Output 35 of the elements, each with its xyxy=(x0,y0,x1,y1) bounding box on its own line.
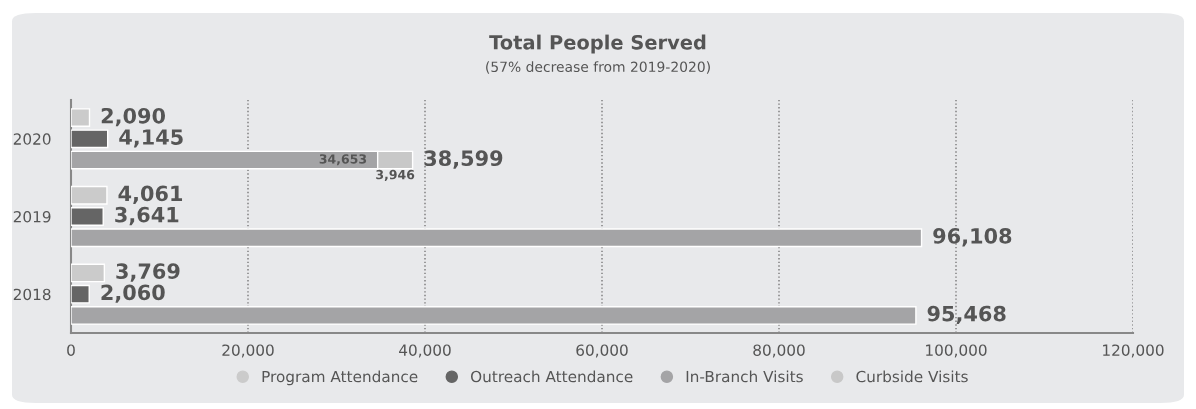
chart-subtitle: (57% decrease from 2019-2020) xyxy=(486,61,710,74)
y-tick-label: 2018 xyxy=(13,288,51,301)
legend-label: Program Attendance xyxy=(262,370,418,386)
data-label: 95,468 xyxy=(927,305,1006,325)
data-label: 34,653 xyxy=(319,154,367,166)
x-tick-label: 120,000 xyxy=(1103,344,1164,358)
data-label: 2,090 xyxy=(101,107,166,127)
annotation: 38,599 xyxy=(424,150,503,169)
legend-label: Outreach Attendance xyxy=(470,370,633,383)
data-label: 3,769 xyxy=(116,263,180,282)
legend-label: Curbside Visits xyxy=(856,370,968,383)
x-tick-label: 100,000 xyxy=(926,344,987,358)
data-label: 3,641 xyxy=(115,206,179,226)
data-label: 2,060 xyxy=(101,284,165,303)
bar xyxy=(71,305,917,325)
x-tick-label: 80,000 xyxy=(753,344,805,358)
x-tick-label: 20,000 xyxy=(222,344,274,358)
data-label: 96,108 xyxy=(933,228,1012,247)
legend-label: In-Branch Visits xyxy=(686,370,803,383)
bar xyxy=(71,207,104,226)
x-tick-label: 40,000 xyxy=(399,344,451,358)
bar xyxy=(71,129,109,149)
y-tick-label: 2020 xyxy=(13,133,51,145)
data-label: 3,946 xyxy=(376,169,415,181)
y-tick-label: 2019 xyxy=(13,210,51,223)
bar xyxy=(71,228,923,248)
x-tick-label: 0 xyxy=(67,344,75,356)
bar xyxy=(71,108,91,128)
x-tick-label: 60,000 xyxy=(576,344,628,358)
data-label: 4,061 xyxy=(118,185,183,204)
chart-title: Total People Served xyxy=(489,34,706,54)
data-label: 4,145 xyxy=(119,129,183,148)
bar xyxy=(71,185,108,205)
bar xyxy=(71,284,90,304)
bar xyxy=(71,263,106,283)
